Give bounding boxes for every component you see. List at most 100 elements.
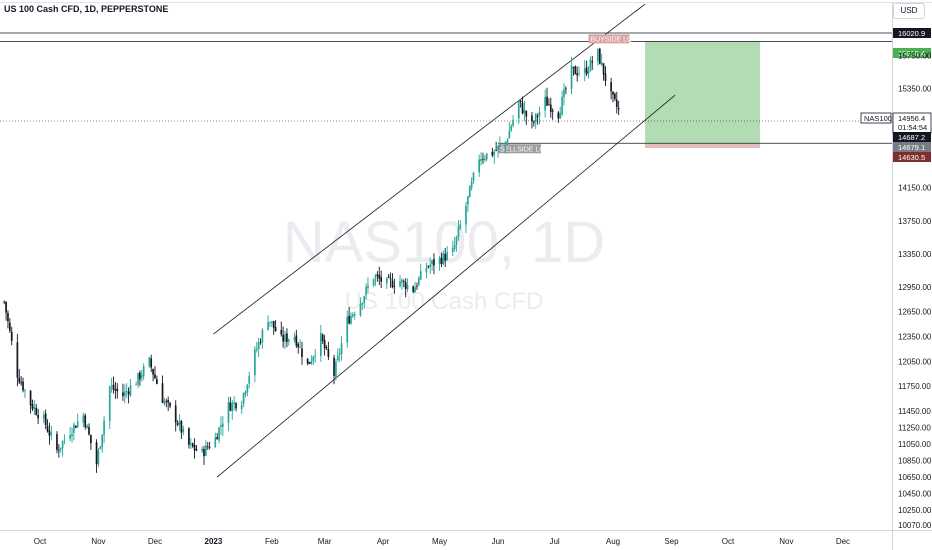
price-tick-label[interactable]: 11450.00 bbox=[898, 407, 931, 416]
time-tick-label[interactable]: 2023 bbox=[205, 537, 223, 546]
time-axis[interactable]: Oct Nov Dec 2023 Feb Mar Apr May Jun Jul Aug Sep Oct… bbox=[34, 537, 850, 546]
price-tick-label[interactable]: 15350.00 bbox=[898, 84, 932, 93]
price-tick-label[interactable]: 10450.00 bbox=[898, 490, 932, 499]
time-tick-label[interactable]: Nov bbox=[91, 537, 105, 546]
candle-body bbox=[561, 96, 563, 115]
candle-body bbox=[248, 375, 251, 384]
candle-body bbox=[548, 104, 550, 106]
price-tick-label[interactable]: 11250.00 bbox=[898, 423, 931, 432]
candle-body bbox=[587, 70, 590, 74]
candle-body bbox=[519, 100, 522, 103]
candle-body bbox=[348, 315, 350, 324]
candle-body bbox=[419, 271, 422, 280]
candle-body bbox=[270, 321, 273, 323]
watermark-symbol: NAS100, 1D bbox=[283, 210, 605, 275]
time-tick-label[interactable]: Jul bbox=[549, 537, 559, 546]
time-tick-label[interactable]: Mar bbox=[318, 537, 332, 546]
target-zone[interactable] bbox=[645, 41, 761, 144]
candle-body bbox=[103, 420, 105, 435]
candle-body bbox=[414, 287, 416, 293]
price-tick-label[interactable]: 10250.00 bbox=[898, 506, 932, 515]
time-tick-label[interactable]: Dec bbox=[148, 537, 162, 546]
channel-lower-line[interactable] bbox=[216, 94, 676, 478]
price-tick-label[interactable]: 11050.00 bbox=[898, 440, 931, 449]
candle-body bbox=[451, 248, 454, 253]
currency-button[interactable]: USD bbox=[893, 3, 925, 19]
time-tick-label[interactable]: Oct bbox=[34, 537, 47, 546]
candle-body bbox=[280, 330, 283, 335]
candle-body bbox=[546, 96, 548, 106]
candle-body bbox=[240, 405, 243, 410]
price-tick-label[interactable]: 12050.00 bbox=[898, 357, 932, 366]
price-level-label: 15919.4 bbox=[898, 49, 925, 58]
price-tick-label[interactable]: 13350.00 bbox=[898, 250, 932, 259]
candle-body bbox=[69, 435, 72, 439]
candle-body bbox=[286, 333, 288, 342]
price-tick-label[interactable]: 12650.00 bbox=[898, 308, 932, 317]
price-tick-label[interactable]: 12350.00 bbox=[898, 332, 932, 341]
price-tick-label[interactable]: 12950.00 bbox=[898, 283, 932, 292]
candle-body bbox=[412, 286, 415, 292]
candle-body bbox=[20, 382, 23, 384]
candle-body bbox=[615, 99, 618, 107]
candle-body bbox=[314, 355, 317, 357]
candle-body bbox=[116, 388, 119, 392]
candle-body bbox=[272, 321, 275, 328]
price-tick-label[interactable]: 14150.00 bbox=[898, 184, 932, 193]
drawings[interactable]: BUYSIDE LQ SELLSIDE LQ bbox=[0, 3, 892, 478]
time-tick-label[interactable]: Sep bbox=[664, 537, 679, 546]
candle-body bbox=[444, 253, 447, 261]
candle-body bbox=[453, 244, 456, 250]
price-tick-label[interactable]: 10070.00 bbox=[898, 521, 932, 530]
candle-body bbox=[427, 266, 430, 268]
price-tick-label[interactable]: 13750.00 bbox=[898, 217, 932, 226]
candle-body bbox=[86, 425, 88, 429]
candle-body bbox=[44, 413, 47, 426]
price-tick-label[interactable]: 10850.00 bbox=[898, 457, 932, 466]
candle-body bbox=[191, 443, 194, 447]
candle-body bbox=[244, 391, 247, 395]
time-tick-label[interactable]: Oct bbox=[722, 537, 735, 546]
candle-body bbox=[512, 119, 514, 126]
candle-body bbox=[125, 391, 128, 392]
candle-body bbox=[167, 400, 170, 403]
candle-body bbox=[188, 428, 190, 445]
time-tick-label[interactable]: Jun bbox=[492, 537, 505, 546]
channel-upper-line[interactable] bbox=[213, 3, 646, 335]
candle-body bbox=[46, 425, 49, 432]
time-tick-label[interactable]: Aug bbox=[606, 537, 620, 546]
candle-body bbox=[359, 303, 362, 316]
candle-body bbox=[161, 383, 164, 403]
candle-body bbox=[206, 446, 209, 448]
candle-body bbox=[176, 423, 179, 425]
position-tool[interactable] bbox=[645, 41, 761, 148]
candle-body bbox=[3, 301, 6, 303]
candle-body bbox=[565, 88, 567, 90]
countdown-label: 01:54:54 bbox=[898, 123, 927, 132]
candle-body bbox=[387, 276, 390, 278]
candle-body bbox=[325, 347, 328, 349]
candle-body bbox=[29, 390, 32, 406]
price-tick-label[interactable]: 10650.00 bbox=[898, 473, 932, 482]
price-level-label-bg bbox=[893, 142, 931, 152]
candles bbox=[3, 47, 620, 473]
candle-body bbox=[536, 115, 539, 117]
time-tick-label[interactable]: Nov bbox=[779, 537, 793, 546]
candle-body bbox=[74, 425, 77, 428]
time-tick-label[interactable]: Dec bbox=[836, 537, 850, 546]
candle-body bbox=[220, 425, 222, 428]
candle-body bbox=[242, 393, 245, 404]
candle-body bbox=[274, 327, 277, 332]
time-tick-label[interactable]: Apr bbox=[377, 537, 390, 546]
stop-zone[interactable] bbox=[645, 143, 761, 148]
price-tick-label[interactable]: 11750.00 bbox=[898, 382, 931, 391]
candle-body bbox=[525, 111, 528, 117]
price-level-label: 14630.5 bbox=[898, 153, 925, 162]
time-tick-label[interactable]: May bbox=[432, 537, 447, 546]
candle-body bbox=[16, 342, 19, 378]
price-tick-label[interactable]: 15750.00 bbox=[898, 51, 932, 60]
time-tick-label[interactable]: Feb bbox=[265, 537, 279, 546]
candle-body bbox=[57, 450, 60, 452]
